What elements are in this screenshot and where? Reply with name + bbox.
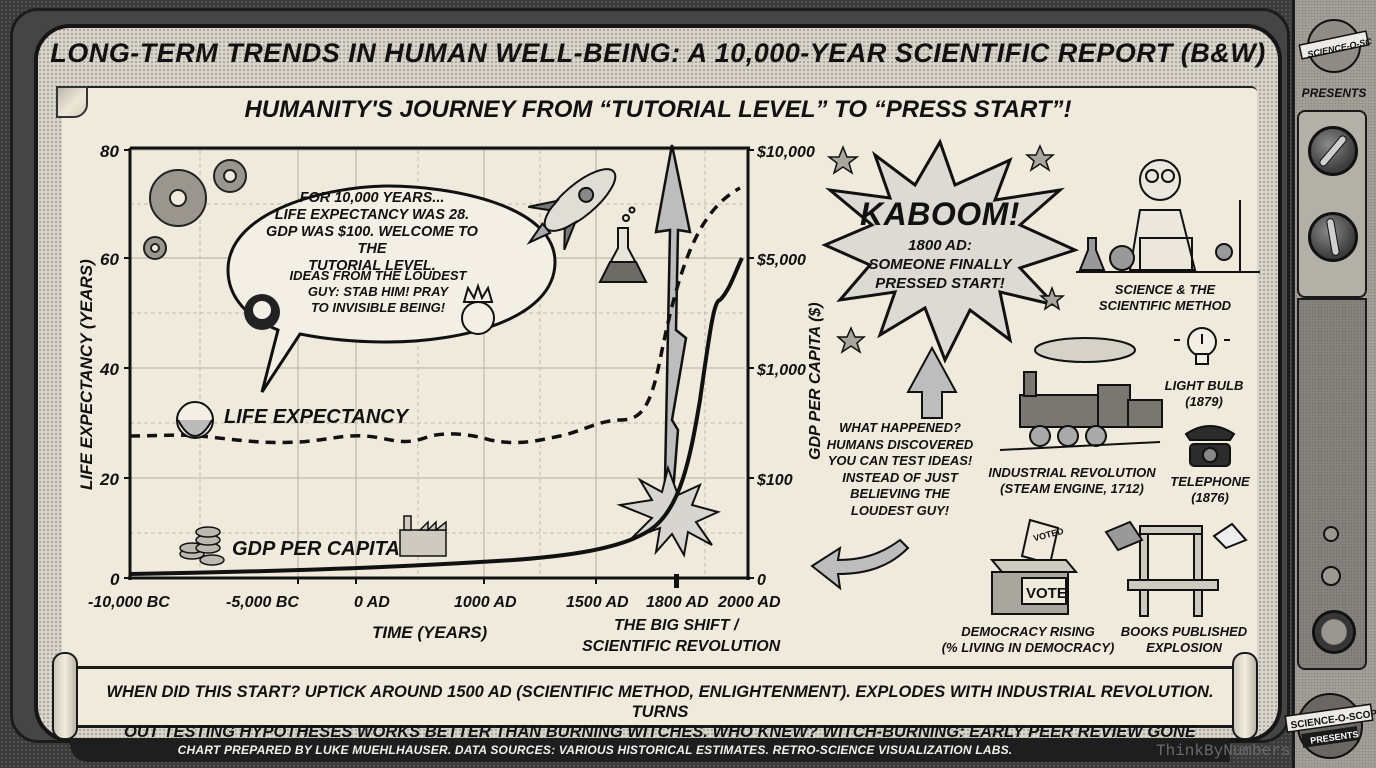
coins-icon — [179, 526, 225, 566]
light-bulb-icon — [1174, 327, 1230, 365]
svg-text:40: 40 — [99, 360, 119, 379]
gears-icon — [143, 159, 247, 260]
bottom-logo-icon: SCIENCE-O-SCOPE PRESENTS — [1284, 693, 1376, 759]
king-icon — [461, 282, 495, 335]
svg-text:SCIENTIFIC REVOLUTION: SCIENTIFIC REVOLUTION — [582, 638, 781, 655]
rocket-icon — [526, 168, 617, 251]
science-o-scope-logo-icon: SCIENCE-O-SCOPE — [1298, 19, 1372, 73]
what-happened-text: WHAT HAPPENED? HUMANS DISCOVERED YOU CAN… — [826, 420, 974, 518]
printing-press-icon — [1104, 520, 1248, 617]
curved-arrow-icon — [810, 538, 910, 591]
scroll-end-right — [1232, 652, 1258, 740]
footer-scroll — [70, 666, 1250, 728]
credit-text: CHART PREPARED BY LUKE MUEHLHAUSER. DATA… — [177, 743, 1013, 757]
paper-curl — [56, 86, 88, 118]
svg-text:VOTE: VOTE — [1026, 585, 1067, 602]
caption-science: SCIENCE & THE SCIENTIFIC METHOD — [1098, 282, 1232, 313]
svg-text:2000 AD: 2000 AD — [717, 594, 781, 611]
speaker-grille — [1297, 298, 1367, 670]
kaboom-title: KABOOM! — [860, 196, 1020, 232]
svg-text:TIME (YEARS): TIME (YEARS) — [372, 623, 488, 642]
svg-text:0: 0 — [110, 570, 120, 589]
small-button-2[interactable] — [1321, 566, 1341, 586]
svg-text:1800 AD: 1800 AD — [646, 594, 709, 611]
big-shift-arrow-icon — [654, 144, 692, 532]
svg-text:$10,000: $10,000 — [756, 144, 815, 161]
page-title: LONG-TERM TRENDS IN HUMAN WELL-BEING: A … — [50, 38, 1266, 68]
svg-text:GDP PER CAPITA ($): GDP PER CAPITA ($) — [807, 302, 824, 460]
svg-text:-10,000 BC: -10,000 BC — [88, 594, 170, 611]
telephone-icon — [1184, 425, 1236, 467]
gdp-per-capita-label: GDP PER CAPITA — [232, 538, 400, 560]
life-expectancy-label: LIFE EXPECTANCY — [224, 406, 409, 428]
flask-icon — [598, 206, 648, 283]
svg-text:20: 20 — [99, 470, 119, 489]
presents-label: PRESENTS — [1301, 86, 1367, 100]
ballot-box-icon: VOTE VOTED — [989, 518, 1079, 615]
caption-democracy: DEMOCRACY RISING (% LIVING IN DEMOCRACY) — [941, 624, 1115, 655]
small-button-1[interactable] — [1323, 526, 1339, 542]
svg-text:1500 AD: 1500 AD — [566, 594, 629, 611]
credit-bar — [70, 738, 1230, 762]
kaboom-subtext: 1800 AD: SOMEONE FINALLY PRESSED START! — [868, 237, 1012, 292]
page-subtitle: HUMANITY'S JOURNEY FROM “TUTORIAL LEVEL”… — [244, 96, 1072, 123]
svg-text:$5,000: $5,000 — [756, 252, 806, 269]
caption-light-bulb: LIGHT BULB (1879) — [1164, 378, 1244, 409]
caption-books: BOOKS PUBLISHED EXPLOSION — [1120, 624, 1248, 655]
caption-industrial-revolution: INDUSTRIAL REVOLUTION (STEAM ENGINE, 171… — [988, 465, 1156, 496]
volume-knob[interactable] — [1308, 212, 1358, 262]
svg-text:60: 60 — [100, 250, 119, 269]
star-icon — [826, 144, 1066, 354]
svg-text:THE BIG SHIFT /: THE BIG SHIFT / — [614, 617, 740, 634]
svg-text:$100: $100 — [756, 472, 793, 489]
svg-text:LIFE EXPECTANCY (YEARS): LIFE EXPECTANCY (YEARS) — [77, 259, 96, 490]
svg-text:0 AD: 0 AD — [354, 594, 390, 611]
svg-text:$1,000: $1,000 — [756, 362, 806, 379]
speech-bubble-subtext: IDEAS FROM THE LOUDEST GUY: STAB HIM! PR… — [289, 268, 467, 315]
svg-text:80: 80 — [100, 142, 119, 161]
factory-icon — [399, 515, 447, 557]
channel-knob[interactable] — [1308, 126, 1358, 176]
svg-text:0: 0 — [757, 572, 766, 589]
tuning-knob[interactable] — [1312, 610, 1356, 654]
speech-bubble-text: FOR 10,000 YEARS... LIFE EXPECTANCY WAS … — [266, 190, 478, 274]
scientist-icon — [1076, 159, 1260, 273]
kaboom-burst-icon — [821, 138, 1080, 364]
scroll-end-left — [52, 652, 78, 740]
svg-text:1000 AD: 1000 AD — [454, 594, 517, 611]
bearded-man-icon — [176, 401, 214, 439]
up-arrow-icon — [906, 345, 958, 419]
caption-telephone: TELEPHONE (1876) — [1170, 474, 1250, 505]
steam-train-icon — [999, 337, 1163, 451]
watermark: ThinkByNumbers.org — [1156, 742, 1329, 760]
svg-text:-5,000 BC: -5,000 BC — [226, 594, 299, 611]
caveman-icon — [244, 294, 280, 330]
